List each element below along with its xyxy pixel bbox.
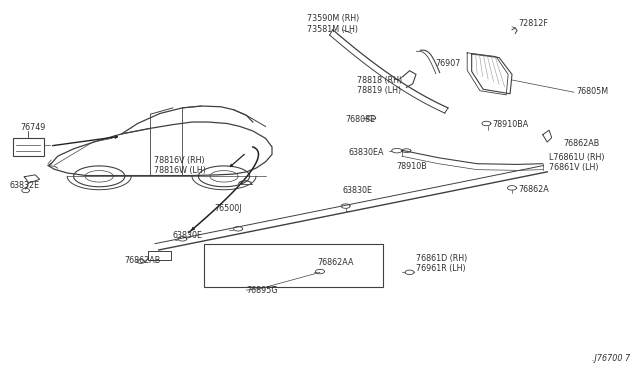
- Text: 76862A: 76862A: [518, 185, 549, 194]
- Bar: [148, 251, 171, 260]
- Text: 78818 (RH)
78819 (LH): 78818 (RH) 78819 (LH): [357, 76, 403, 95]
- Text: 72812F: 72812F: [518, 19, 548, 28]
- Text: 76805M: 76805M: [576, 87, 608, 96]
- Text: 76861D (RH)
76961R (LH): 76861D (RH) 76961R (LH): [416, 254, 467, 273]
- Text: 76500J: 76500J: [214, 204, 242, 213]
- Text: 73590M (RH)
73581M (LH): 73590M (RH) 73581M (LH): [307, 15, 359, 34]
- Text: 78816V (RH)
78816W (LH): 78816V (RH) 78816W (LH): [154, 156, 205, 175]
- Text: 63830EA: 63830EA: [349, 148, 384, 157]
- Text: 76862AB: 76862AB: [563, 139, 600, 148]
- Text: L76861U (RH)
76861V (LH): L76861U (RH) 76861V (LH): [549, 153, 605, 172]
- Text: 78910BA: 78910BA: [493, 120, 529, 129]
- Text: 76862AB: 76862AB: [125, 256, 161, 265]
- Text: 76749: 76749: [20, 123, 46, 132]
- Text: .J76700 7: .J76700 7: [592, 354, 630, 363]
- Text: 63832E: 63832E: [9, 182, 40, 190]
- Bar: [13, 138, 44, 156]
- Text: 76907: 76907: [435, 59, 461, 68]
- Bar: [204, 244, 383, 287]
- Text: 76895G: 76895G: [246, 286, 278, 295]
- Text: 63830E: 63830E: [173, 231, 203, 240]
- Text: 63830E: 63830E: [342, 186, 372, 195]
- Text: 78910B: 78910B: [397, 162, 428, 171]
- Text: 76808E: 76808E: [346, 115, 376, 124]
- Text: 76862AA: 76862AA: [317, 258, 354, 267]
